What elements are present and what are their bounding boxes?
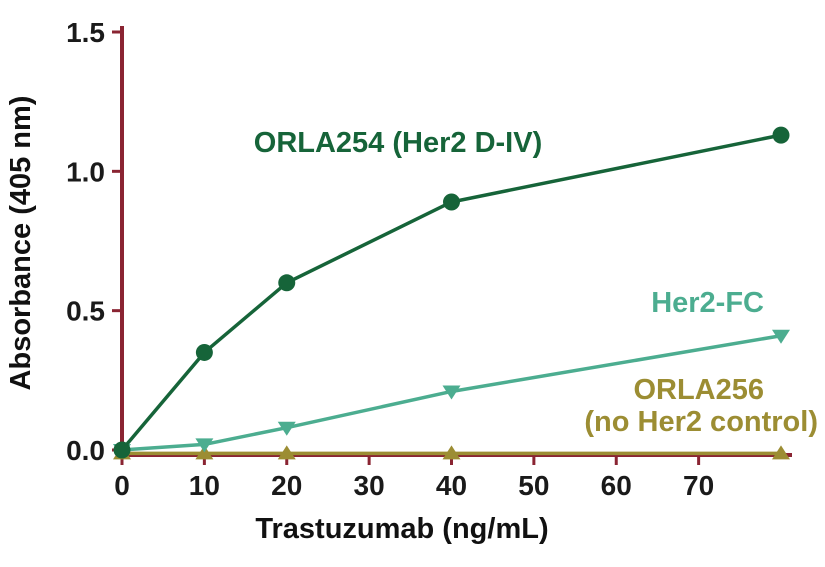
circle-marker-icon [113,441,131,459]
series-labels: ORLA254 (Her2 D-IV) Her2-FC ORLA256(no Her… [254,127,818,438]
x-tick-label: 50 [518,470,549,501]
series-annotation-label: Her2-FC [651,287,764,319]
x-tick-label: 70 [683,470,714,501]
triangle-up-marker-icon [277,445,296,460]
x-tick-label: 0 [114,470,130,501]
triangle-up-marker-icon [772,445,790,460]
circle-marker-icon [278,274,296,292]
triangle-down-marker-icon [195,438,214,453]
triangle-up-marker-icon [442,445,461,460]
circle-marker-icon [443,193,460,211]
x-axis-ticks: 0 10 20 30 40 50 60 70 [114,455,714,501]
x-tick-label: 40 [436,470,467,501]
x-axis-title: Trastuzumab (ng/mL) [255,513,548,545]
y-axis-ticks: 0.0 0.5 1.0 1.5 [66,17,122,466]
data-series [113,126,790,460]
y-tick-label: 0.5 [66,296,105,327]
series-annotation-label: ORLA256 [633,374,764,406]
y-axis-title: Absorbance (405 nm) [5,96,37,391]
x-tick-label: 20 [271,470,302,501]
circle-marker-icon [772,126,790,144]
x-tick-label: 30 [354,470,385,501]
series-annotation-label: (no Her2 control) [584,406,818,438]
triangle-down-marker-icon [277,421,296,436]
x-tick-label: 60 [601,470,632,501]
circle-marker-icon [195,343,213,361]
series-annotation-label: ORLA254 (Her2 D-IV) [254,127,542,159]
y-tick-label: 0.0 [66,435,105,466]
triangle-down-marker-icon [442,385,461,400]
y-tick-label: 1.5 [66,17,105,48]
y-tick-label: 1.0 [66,156,105,187]
triangle-down-marker-icon [772,329,790,344]
x-tick-label: 10 [189,470,220,501]
